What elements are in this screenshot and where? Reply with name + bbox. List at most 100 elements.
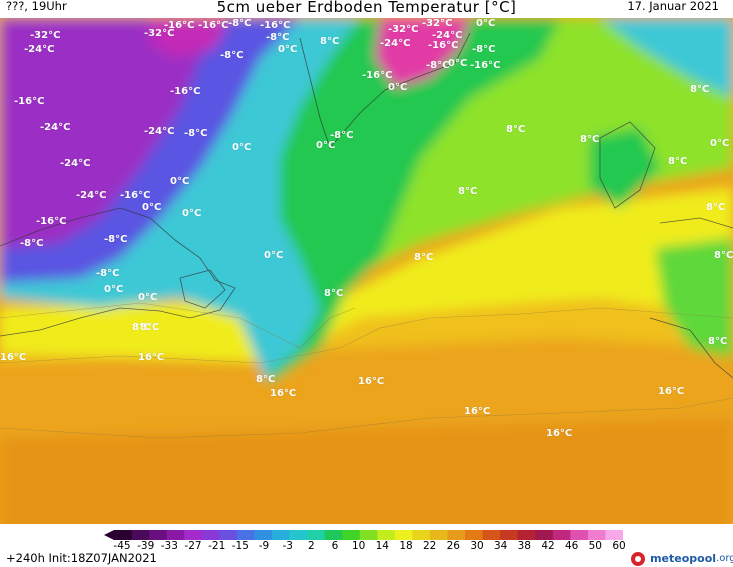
legend-tick-label: -39 [137, 540, 155, 552]
field-iberia-green [655, 238, 733, 358]
color-legend-bar [104, 530, 623, 540]
legend-tick-label: 34 [494, 540, 508, 552]
logo-suffix-text: .org [716, 553, 733, 564]
legend-swatch [429, 530, 449, 540]
legend-swatch [324, 530, 343, 540]
temp-label: 16°C [0, 352, 27, 363]
temp-label: -8°C [472, 44, 496, 55]
temp-label: -16°C [428, 40, 459, 51]
temp-label: 8°C [668, 156, 688, 167]
temp-label: -32°C [422, 18, 453, 29]
temp-label: -16°C [362, 70, 393, 81]
legend-swatch [131, 530, 150, 540]
africa-coast [649, 317, 733, 379]
temp-label: 0°C [182, 208, 202, 219]
run-day-label: ???, 19Uhr [6, 0, 67, 13]
temp-label: -8°C [228, 18, 252, 29]
legend-swatch [552, 530, 571, 540]
legend-tick-label: 10 [352, 540, 366, 552]
temp-label: 8°C [458, 186, 478, 197]
legend-low-arrow [104, 530, 114, 540]
temp-label: -24°C [432, 30, 463, 41]
temp-label: -32°C [388, 24, 419, 35]
field-violet [0, 18, 230, 248]
temperature-field [0, 18, 733, 524]
temp-label: -8°C [330, 130, 354, 141]
temp-label: 0°C [264, 250, 284, 261]
temp-label: -16°C [170, 86, 201, 97]
logo-mark-icon [631, 551, 645, 566]
legend-tick-label: -45 [113, 540, 131, 552]
temp-label: 0°C [476, 18, 496, 29]
temp-label: 8°C [690, 84, 710, 95]
temperature-map [0, 18, 733, 524]
temp-label: -24°C [380, 38, 411, 49]
temp-label: 0°C [138, 292, 158, 303]
temp-label: 8°C [320, 36, 340, 47]
temp-label: -16°C [164, 20, 195, 31]
legend-tick-label: 26 [446, 540, 460, 552]
temp-label: 8°C [706, 202, 726, 213]
temp-label: -8°C [426, 60, 450, 71]
temp-label: 8°C [256, 374, 276, 385]
temp-label: -8°C [96, 268, 120, 279]
legend-tick-label: 6 [331, 540, 339, 552]
temp-label: -16°C [470, 60, 501, 71]
legend-tick-label: -3 [282, 540, 293, 552]
legend-swatch [465, 530, 484, 540]
legend-tick-label: -21 [208, 540, 226, 552]
temp-label: -24°C [76, 190, 107, 201]
temp-label: 16°C [358, 376, 385, 387]
legend-swatch [412, 530, 431, 540]
temp-label: -32°C [30, 30, 61, 41]
field-ne-cyan [600, 18, 733, 98]
legend-swatch [570, 530, 589, 540]
legend-swatch [517, 530, 536, 540]
legend-swatch [307, 530, 326, 540]
legend-swatch [236, 530, 256, 540]
legend-tick-label: 38 [517, 540, 531, 552]
temp-label: -8°C [266, 32, 290, 43]
legend-swatch [605, 530, 623, 540]
temp-label: 0°C [388, 82, 408, 93]
temp-label: 16°C [546, 428, 573, 439]
temp-label: -16°C [198, 20, 229, 31]
legend-swatch [359, 530, 378, 540]
temp-label: -16°C [260, 20, 291, 31]
field-magenta-2 [150, 18, 230, 58]
legend-swatch [271, 530, 291, 540]
legend-tick-label: 22 [423, 540, 437, 552]
legend-tick-label: 18 [399, 540, 413, 552]
legend-swatch [394, 530, 413, 540]
valid-date-label: 17. Januar 2021 [627, 0, 719, 13]
meteopool-logo[interactable]: meteopool.org [631, 548, 733, 566]
legend-swatch [254, 530, 273, 540]
greenland-coast [299, 32, 471, 149]
temp-label: 0°C [170, 176, 190, 187]
temp-label: 8°C [132, 322, 152, 333]
legend-tick-label: 14 [375, 540, 389, 552]
legend-swatch [114, 530, 133, 540]
legend-tick-label: 42 [541, 540, 555, 552]
legend-tick-label: 46 [565, 540, 579, 552]
temp-label: -24°C [40, 122, 71, 133]
temp-label: -24°C [144, 126, 175, 137]
map-title: 5cm ueber Erdboden Temperatur [°C] [216, 0, 517, 16]
coastlines [0, 32, 733, 379]
temp-label: 0°C [448, 58, 468, 69]
temp-label: 8°C [414, 252, 434, 263]
canada-coast [0, 207, 236, 337]
legend-swatch [500, 530, 519, 540]
temp-label: -8°C [20, 238, 44, 249]
field-deep-orange [0, 418, 733, 524]
temp-label: -16°C [120, 190, 151, 201]
temp-label: 16°C [270, 388, 297, 399]
legend-swatch [201, 530, 220, 540]
run-info-label: +240h Init:18Z07JAN2021 [6, 551, 157, 565]
temp-label: 0°C [278, 44, 298, 55]
legend-tick-label: 30 [470, 540, 484, 552]
temp-label: 0°C [232, 142, 252, 153]
temp-label: 8°C [708, 336, 728, 347]
temp-label: 8°C [506, 124, 526, 135]
newfoundland-coast [179, 269, 226, 309]
